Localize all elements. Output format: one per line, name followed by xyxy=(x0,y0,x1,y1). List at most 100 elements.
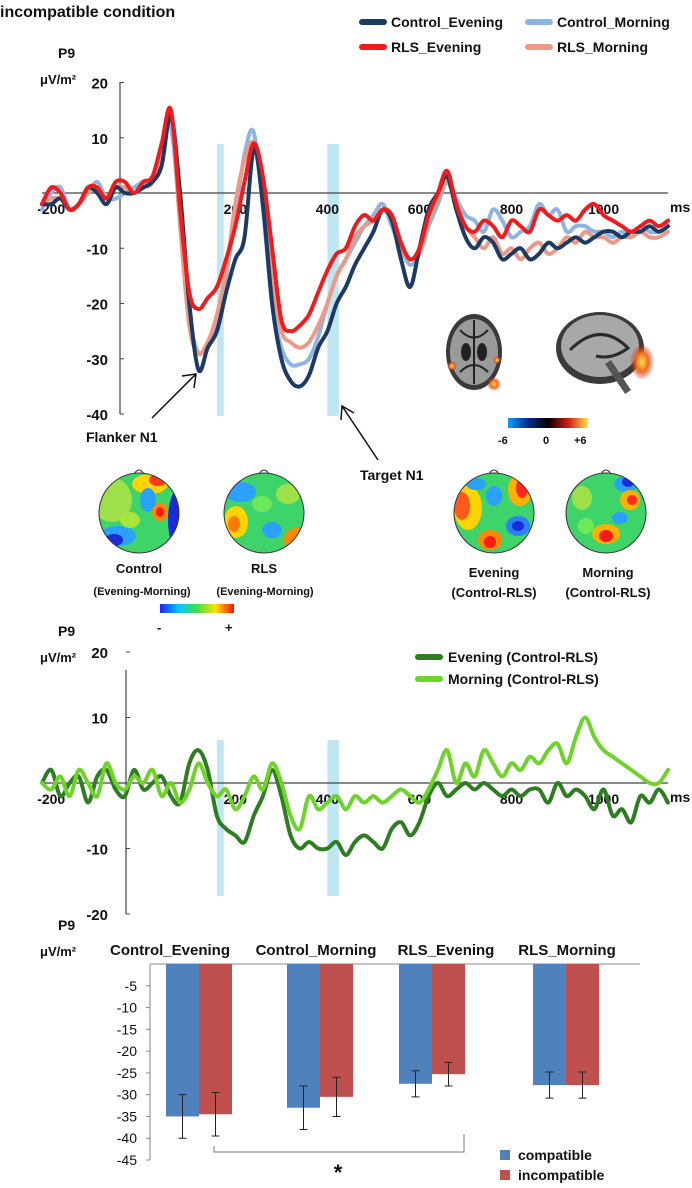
source-brain-sagittal xyxy=(556,312,654,394)
chart1-xlabel: ms xyxy=(670,199,690,215)
target-n1-arrow xyxy=(341,405,379,461)
legend-item-incompatible: incompatible xyxy=(500,1167,605,1183)
topomap-rls-line1: RLS xyxy=(251,561,277,576)
topomap-colorbar: - + xyxy=(157,604,234,635)
brain-axial-activation xyxy=(487,377,501,391)
y-tick-label: -20 xyxy=(117,1043,137,1059)
topomap-evening-line2: (Control-RLS) xyxy=(451,585,536,600)
category-label-rls-evening: RLS_Evening xyxy=(398,942,495,959)
error-bar-rls-morning-incompatible xyxy=(578,1071,587,1099)
topomap-control-line1: Control xyxy=(116,561,162,576)
topomaps: Control (Evening-Morning) RLS (Evening-M… xyxy=(93,469,651,635)
figure-title: incompatible condition xyxy=(0,4,175,21)
legend-label-morning-diff: Morning (Control-RLS) xyxy=(448,671,599,687)
error-bar-control-morning-incompatible xyxy=(332,1076,341,1117)
y-tick-label: -30 xyxy=(117,1087,137,1103)
flanker-n1-label: Flanker N1 xyxy=(86,429,158,445)
source-colorbar-mid: 0 xyxy=(543,435,549,447)
flanker-n1-annotation: Flanker N1 xyxy=(86,373,197,445)
chart-erp-conditions: P9 μV/m² 20 10 -10 -20 -30 -40 -200 200 400 600 8… xyxy=(37,14,690,483)
significance-bracket-line xyxy=(213,1134,465,1153)
category-label-rls-morning: RLS_Morning xyxy=(518,942,616,959)
significance-star: * xyxy=(334,1160,343,1185)
x-tick-label: 600 xyxy=(408,201,432,217)
y-tick-label: -35 xyxy=(117,1108,137,1124)
topomap-evening-outline xyxy=(453,472,535,554)
bar-control-morning-compatible xyxy=(287,964,320,1108)
chart1-ylabel: μV/m² xyxy=(40,72,77,87)
bar-rls-evening-compatible xyxy=(399,964,432,1084)
y-tick-label: -10 xyxy=(117,1000,137,1016)
y-tick-label: -40 xyxy=(86,407,108,424)
error-bar-control-evening-incompatible xyxy=(211,1091,220,1137)
error-bar-rls-evening-compatible xyxy=(411,1070,420,1098)
series-line-evening-control-rls xyxy=(40,748,670,857)
topomap-morning: Morning (Control-RLS) xyxy=(565,469,651,600)
chart2-y-ticks: 20 10 -10 -20 xyxy=(86,645,130,924)
analysis-window-2 xyxy=(327,740,339,896)
flanker-n1-arrowhead xyxy=(181,373,197,389)
y-tick-label: -10 xyxy=(86,241,108,258)
category-label-control-morning: Control_Morning xyxy=(256,942,377,959)
legend-label-rls-evening: RLS_Evening xyxy=(391,39,481,55)
topomap-colorbar-min: - xyxy=(157,620,161,635)
chart1-analysis-windows xyxy=(216,144,339,416)
chart3-bars xyxy=(166,964,599,1139)
legend-item-rls-evening: RLS_Evening xyxy=(359,39,481,55)
x-tick-label: 1000 xyxy=(588,791,619,807)
topomap-rls: RLS (Evening-Morning) xyxy=(216,469,314,598)
target-n1-label: Target N1 xyxy=(360,467,424,483)
chart3-y-ticks: -5 -10 -15 -20 -25 -30 -35 -40 -45 xyxy=(117,978,150,1168)
legend-item-compatible: compatible xyxy=(500,1147,592,1163)
target-n1-annotation: Target N1 xyxy=(340,404,424,483)
significance-bracket: * xyxy=(213,1134,465,1185)
chart3-ylabel: μV/m² xyxy=(40,944,77,959)
legend-label-evening-diff: Evening (Control-RLS) xyxy=(448,649,598,665)
error-bar-rls-evening-incompatible xyxy=(444,1061,453,1087)
legend-item-control-evening: Control_Evening xyxy=(359,14,503,30)
chart3-category-labels: Control_Evening Control_Morning RLS_Evenin… xyxy=(110,942,616,959)
bar-control-evening-incompatible xyxy=(199,964,232,1115)
topomap-morning-line1: Morning xyxy=(582,565,633,580)
target-n1-arrowhead xyxy=(340,404,355,421)
topomap-colorbar-gradient xyxy=(160,604,234,613)
category-label-control-evening: Control_Evening xyxy=(110,942,230,959)
y-tick-label: 10 xyxy=(91,711,108,728)
y-tick-label: -30 xyxy=(86,352,108,369)
legend-label-control-morning: Control_Morning xyxy=(557,14,670,30)
legend-swatch-incompatible xyxy=(500,1170,510,1180)
y-tick-label: -15 xyxy=(117,1021,137,1037)
topomap-morning-outline xyxy=(565,472,647,554)
legend-label-compatible: compatible xyxy=(518,1147,592,1163)
legend-label-incompatible: incompatible xyxy=(518,1167,605,1183)
chart2-series xyxy=(40,715,670,857)
chart1-x-ticks: -200 200 400 600 800 1000 xyxy=(37,201,619,217)
y-tick-label: -20 xyxy=(86,297,108,314)
bar-rls-evening-incompatible xyxy=(432,964,465,1075)
bar-control-morning-incompatible xyxy=(320,964,353,1097)
y-tick-label: 10 xyxy=(91,131,108,148)
y-tick-label: -45 xyxy=(117,1152,137,1168)
y-tick-label: -5 xyxy=(125,978,138,994)
chart-bar-amplitudes: P9 μV/m² Control_Evening Control_Morning R… xyxy=(40,917,640,1185)
chart2-xlabel: ms xyxy=(670,789,690,805)
legend-item-control-morning: Control_Morning xyxy=(525,14,670,30)
series-line-morning-control-rls xyxy=(40,715,670,832)
bar-control-evening-compatible xyxy=(166,964,199,1117)
error-bar-control-evening-compatible xyxy=(178,1094,187,1139)
source-colorbar: -6 0 +6 xyxy=(498,418,588,447)
error-bar-rls-morning-compatible xyxy=(545,1071,554,1099)
topomap-evening: Evening (Control-RLS) xyxy=(451,469,537,600)
y-tick-label: 20 xyxy=(91,645,108,662)
series-line-control-evening xyxy=(40,113,670,389)
topomap-evening-line1: Evening xyxy=(469,565,520,580)
chart1-channel-label: P9 xyxy=(58,45,75,61)
source-colorbar-min: -6 xyxy=(498,435,508,447)
topomap-rls-line2: (Evening-Morning) xyxy=(216,586,313,598)
bar-rls-morning-compatible xyxy=(533,964,566,1086)
chart2-analysis-windows xyxy=(216,740,339,896)
topomap-colorbar-max: + xyxy=(225,620,233,635)
bar-rls-morning-incompatible xyxy=(566,964,599,1086)
y-tick-label: 20 xyxy=(91,76,108,93)
